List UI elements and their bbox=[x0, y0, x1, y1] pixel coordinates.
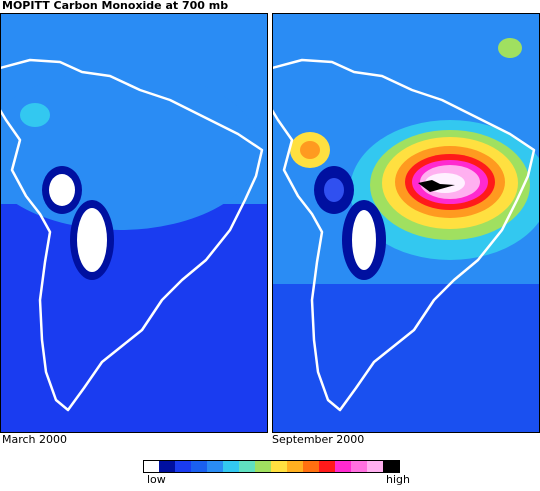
legend-high: high bbox=[386, 473, 410, 486]
map-march bbox=[1, 14, 267, 432]
title: MOPITT Carbon Monoxide at 700 mb bbox=[2, 0, 228, 12]
panel-label: September 2000 bbox=[272, 433, 364, 446]
legend-low: low bbox=[147, 473, 166, 486]
panel-label: March 2000 bbox=[2, 433, 67, 446]
map-september bbox=[273, 14, 539, 432]
colorbar bbox=[143, 460, 400, 473]
panel-frame bbox=[0, 13, 268, 433]
